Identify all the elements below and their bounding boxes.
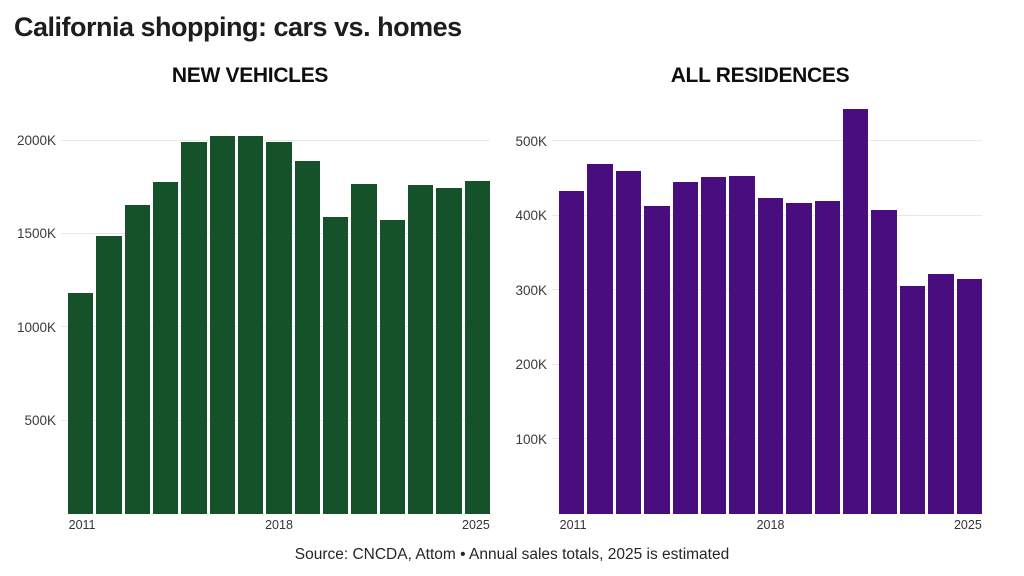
bar-2024 — [436, 188, 462, 514]
chart-all-residences: ALL RESIDENCES 2011 2018 2025 100K 200K 300K… — [504, 60, 1016, 538]
bar-2015 — [181, 142, 207, 514]
y-axis-tick-label: 500K — [24, 412, 56, 428]
y-axis-tick-label: 200K — [515, 357, 547, 373]
bar-2020 — [322, 217, 349, 514]
y-axis-tick-label: 1000K — [16, 319, 56, 335]
bar-2013 — [615, 171, 642, 514]
x-axis: 2011 2018 2025 — [559, 514, 982, 534]
y-axis-tick-label: 300K — [515, 282, 547, 298]
bar-2023 — [407, 185, 434, 514]
x-axis-tick-label: 2018 — [265, 518, 293, 532]
bar-2017 — [729, 175, 755, 514]
x-axis-tick-label: 2025 — [462, 518, 490, 532]
chart-title-all-residences: ALL RESIDENCES — [670, 64, 850, 87]
page-title: California shopping: cars vs. homes — [14, 12, 462, 42]
bar-2018 — [757, 197, 784, 514]
bars-container — [559, 107, 983, 514]
bar-2013 — [124, 205, 150, 514]
plot-area: 2011 2018 2025 500K 1000K 1500K 2000K — [17, 107, 490, 531]
x-axis-tick-label: 2025 — [953, 518, 982, 532]
bar-2015 — [672, 182, 699, 514]
bar-2022 — [379, 219, 405, 514]
chart-new-vehicles: NEW VEHICLES 2011 2018 2025 500K 1000K 1500K… — [0, 60, 500, 538]
x-axis-tick-label: 2011 — [559, 518, 587, 532]
x-axis-tick-label: 2018 — [756, 518, 785, 532]
bar-2014 — [152, 181, 179, 514]
bar-2014 — [644, 206, 670, 514]
y-axis-tick-label: 400K — [515, 208, 547, 224]
x-axis-tick-label: 2011 — [68, 518, 96, 532]
bar-2024 — [928, 273, 954, 514]
bar-2022 — [871, 209, 897, 514]
bar-2017 — [237, 135, 264, 514]
gridline — [552, 140, 982, 142]
bar-2018 — [266, 142, 292, 514]
bar-2012 — [587, 163, 613, 514]
bar-2023 — [899, 285, 926, 514]
bars-container — [68, 107, 490, 514]
bar-2012 — [96, 235, 122, 514]
bar-2021 — [351, 183, 377, 514]
bar-2025 — [956, 279, 983, 514]
source-note: Source: CNCDA, Attom • Annual sales tota… — [294, 546, 730, 563]
bar-2019 — [786, 203, 812, 514]
y-axis-tick-label: 1500K — [16, 226, 56, 242]
bar-2019 — [294, 161, 320, 514]
bar-2020 — [814, 200, 841, 514]
gridline — [61, 139, 490, 141]
bar-2025 — [464, 180, 490, 514]
chart-title-new-vehicles: NEW VEHICLES — [171, 64, 329, 87]
y-axis-tick-label: 500K — [515, 133, 547, 149]
y-axis-tick-label: 100K — [515, 431, 547, 447]
y-axis-tick-label: 2000K — [16, 132, 56, 148]
bar-2011 — [68, 292, 94, 514]
x-axis: 2011 2018 2025 — [68, 514, 490, 534]
bar-2016 — [701, 177, 727, 514]
bar-2021 — [843, 109, 869, 514]
bar-2016 — [209, 135, 235, 514]
bar-2011 — [559, 190, 585, 514]
plot-area: 2011 2018 2025 100K 200K 300K 400K 500K — [515, 107, 983, 531]
